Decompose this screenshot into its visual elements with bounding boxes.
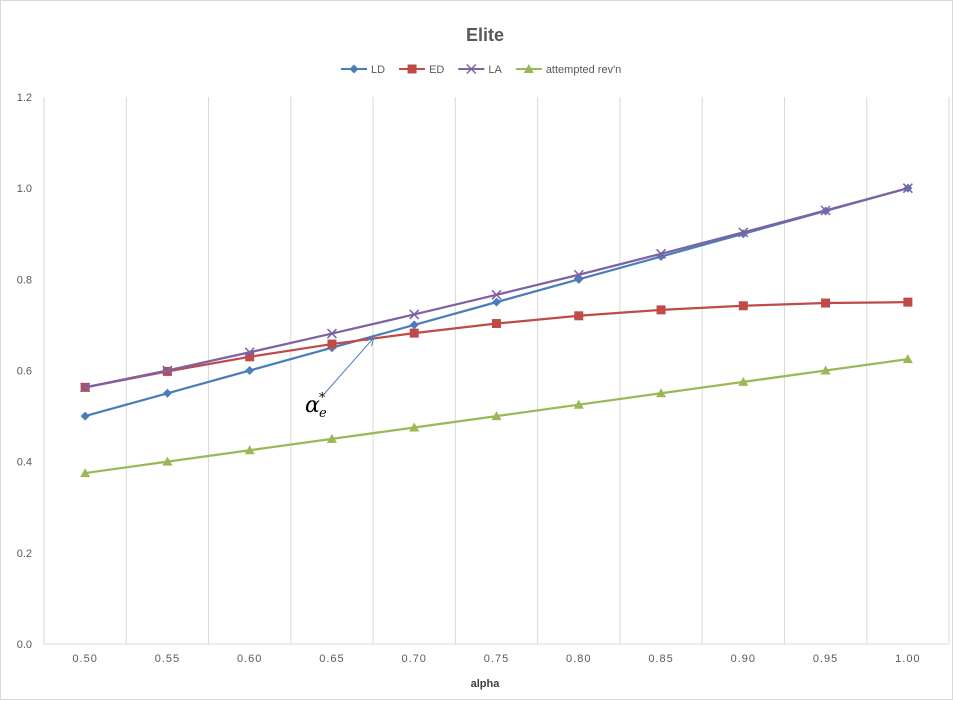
- data-point: [409, 422, 420, 432]
- data-point: [902, 183, 913, 194]
- data-point: [80, 382, 91, 393]
- data-point: [738, 376, 749, 386]
- data-point: [491, 411, 502, 421]
- data-point: [573, 399, 584, 409]
- y-tick-labels: 0.0 0.2 0.4 0.6 0.8 1.0 1.2: [17, 92, 32, 651]
- legend-marker: [523, 64, 534, 73]
- data-point: [409, 309, 420, 320]
- series-ld: [80, 183, 913, 421]
- data-point: [409, 328, 419, 338]
- series-la: [80, 183, 913, 393]
- data-point: [162, 388, 172, 398]
- legend-marker: [466, 63, 477, 75]
- y-tick-label: 0.2: [17, 548, 32, 560]
- y-tick-label: 0.6: [17, 366, 32, 378]
- annotation-subscript: e: [319, 406, 327, 421]
- legend: LD ED LA attempted rev'n: [341, 63, 621, 76]
- data-point: [492, 297, 501, 307]
- legend-label: LA: [488, 64, 502, 76]
- chart-title: Elite: [466, 25, 504, 45]
- x-axis-label: alpha: [471, 678, 501, 690]
- y-tick-label: 1.0: [17, 183, 32, 195]
- x-tick-label: 0.60: [237, 653, 262, 665]
- data-point: [492, 319, 501, 329]
- y-tick-label: 0.0: [17, 639, 32, 651]
- data-point: [491, 289, 502, 300]
- series-group: [80, 183, 913, 478]
- data-point: [326, 328, 337, 339]
- legend-label: LD: [371, 64, 385, 76]
- data-point: [244, 445, 255, 455]
- data-point: [656, 388, 667, 398]
- x-tick-label: 0.70: [402, 653, 427, 665]
- data-point: [409, 320, 419, 330]
- legend-marker: [407, 64, 417, 74]
- legend-item: ED: [399, 64, 444, 76]
- annotation-arrow: [324, 339, 373, 394]
- data-point: [573, 269, 584, 280]
- x-tick-label: 0.50: [72, 653, 97, 665]
- x-tick-label: 1.00: [895, 653, 920, 665]
- data-point: [820, 365, 831, 375]
- legend-item: LD: [341, 64, 385, 76]
- legend-label: ED: [429, 64, 444, 76]
- data-point: [738, 301, 748, 311]
- annotation-superscript: *: [319, 391, 326, 406]
- data-point: [656, 248, 667, 259]
- data-point: [327, 339, 337, 349]
- legend-item: attempted rev'n: [515, 64, 621, 76]
- legend-marker: [349, 64, 359, 74]
- data-point: [820, 205, 831, 216]
- data-point: [902, 354, 913, 364]
- x-tick-label: 0.85: [648, 653, 673, 665]
- legend-label: attempted rev'n: [546, 64, 621, 76]
- gridlines: [43, 97, 950, 644]
- y-tick-label: 1.2: [17, 92, 32, 104]
- x-tick-label: 0.55: [155, 653, 180, 665]
- data-point: [80, 411, 90, 421]
- data-point: [245, 366, 255, 375]
- x-tick-label: 0.95: [813, 653, 838, 665]
- series-ed: [80, 297, 913, 392]
- data-point: [738, 227, 749, 238]
- data-point: [162, 365, 173, 376]
- data-point: [326, 433, 337, 443]
- annotation-label: α: [305, 393, 320, 418]
- data-point: [656, 305, 666, 315]
- x-tick-label: 0.90: [731, 653, 756, 665]
- data-point: [244, 347, 255, 358]
- legend-item: LA: [458, 63, 502, 76]
- data-point: [821, 298, 831, 308]
- data-point: [574, 311, 584, 321]
- data-point: [903, 297, 913, 307]
- alpha-star-annotation: α *e: [305, 339, 373, 421]
- x-tick-label: 0.80: [566, 653, 591, 665]
- series-attempted-rev-n: [80, 354, 913, 478]
- y-tick-label: 0.8: [17, 274, 32, 286]
- x-tick-label: 0.65: [319, 653, 344, 665]
- x-tick-labels: 0.50 0.55 0.60 0.65 0.70 0.75 0.80 0.85 0.90 0.95…: [72, 653, 920, 665]
- data-point: [80, 468, 91, 478]
- y-tick-label: 0.4: [17, 457, 32, 469]
- x-tick-label: 0.75: [484, 653, 509, 665]
- data-point: [162, 456, 173, 466]
- data-point: [245, 352, 255, 362]
